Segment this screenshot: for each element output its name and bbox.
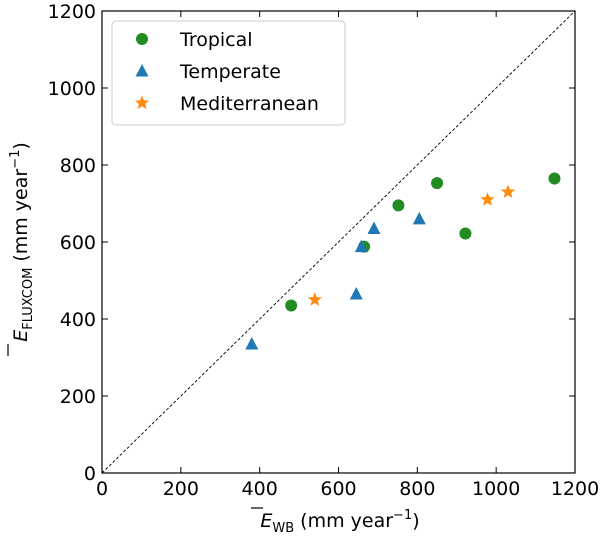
- x-tick-label: 1200: [551, 478, 599, 500]
- x-tick-label: 600: [320, 478, 356, 500]
- y-tick-label: 0: [84, 463, 96, 485]
- y-tick-label: 600: [60, 232, 96, 254]
- temperate-point: [367, 221, 381, 235]
- x-axis-label-subscript: WB: [272, 521, 294, 536]
- x-tick-label: 400: [242, 478, 278, 500]
- y-tick-label: 1200: [48, 1, 96, 23]
- x-axis-label-symbol: E: [260, 510, 272, 532]
- mediterranean-point: [480, 192, 495, 206]
- x-axis-label-units-exp: −1: [393, 508, 412, 523]
- tropical-point: [459, 227, 472, 240]
- x-tick-label: 200: [163, 478, 199, 500]
- y-axis-label-subscript: FLUXCOM: [21, 268, 36, 330]
- x-tick-label: 1000: [472, 478, 520, 500]
- y-tick-label: 400: [60, 309, 96, 331]
- y-axis-label-units-end: ): [10, 142, 32, 149]
- y-axis-label-symbol: E: [10, 330, 32, 342]
- legend-box: [111, 20, 346, 126]
- legend-temperate-label: Temperate: [179, 61, 281, 83]
- x-axis-label-units-end: ): [412, 510, 419, 532]
- legend-mediterranean-label: Mediterranean: [180, 93, 319, 115]
- temperate-point: [349, 286, 363, 300]
- temperate-point: [245, 337, 259, 350]
- y-axis-label-units-exp: −1: [8, 150, 23, 169]
- y-axis-label-units: (mm year: [10, 169, 32, 268]
- tropical-point: [431, 177, 444, 190]
- tropical-point: [285, 299, 298, 312]
- x-tick-label: 0: [96, 478, 108, 500]
- x-axis-label: EWB (mm year−1): [260, 508, 419, 536]
- temperate-point: [354, 239, 368, 253]
- legend-temperate-marker: [135, 64, 149, 77]
- y-axis-label: EFLUXCOM (mm year−1): [8, 142, 36, 342]
- mediterranean-point: [307, 292, 322, 306]
- legend-mediterranean-marker: [134, 95, 150, 110]
- y-tick-label: 1000: [48, 78, 96, 100]
- tropical-point: [392, 199, 405, 212]
- y-tick-label: 800: [60, 155, 96, 177]
- legend-tropical-marker: [136, 33, 148, 45]
- one-to-one-line: [101, 10, 576, 474]
- temperate-point: [412, 211, 426, 225]
- tropical-point: [548, 172, 561, 185]
- x-axis-label-units: (mm year: [294, 510, 393, 532]
- y-tick-label: 200: [60, 386, 96, 408]
- mediterranean-point: [500, 184, 516, 199]
- x-tick-label: 800: [399, 478, 435, 500]
- legend-tropical-label: Tropical: [179, 29, 253, 51]
